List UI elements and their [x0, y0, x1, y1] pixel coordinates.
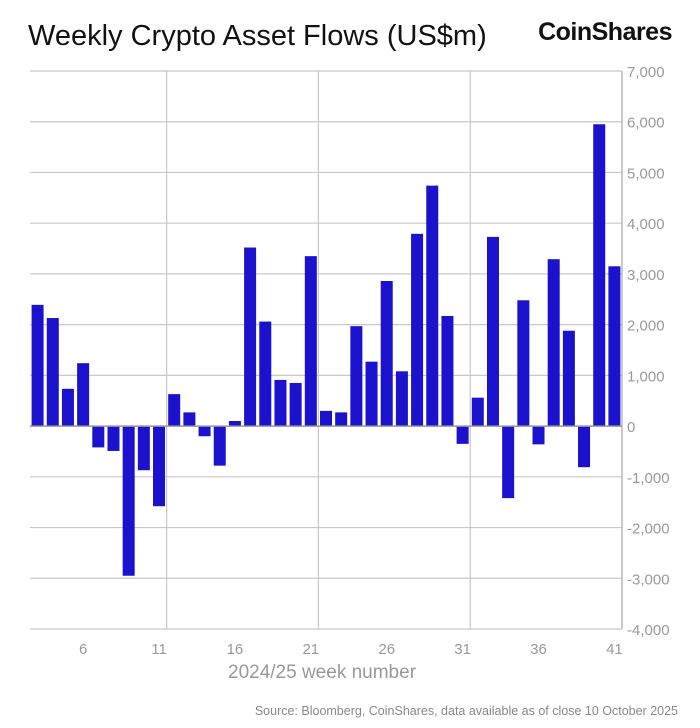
bar [350, 326, 363, 427]
y-tick-label: 2,000 [627, 318, 665, 335]
bar [92, 426, 105, 448]
bar [502, 426, 515, 499]
x-tick-label: 21 [302, 641, 319, 658]
x-tick-label: 16 [227, 641, 244, 658]
bar [289, 382, 302, 427]
bar [61, 388, 74, 427]
bar [244, 247, 257, 427]
bar [259, 321, 272, 427]
bar [547, 259, 560, 427]
bar [46, 318, 59, 427]
coinshares-logo: CoinShares [538, 18, 672, 46]
y-tick-label: 7,000 [627, 64, 665, 81]
bar [532, 426, 545, 445]
y-tick-label: 1,000 [627, 368, 665, 385]
bar [395, 371, 408, 427]
bar [456, 426, 469, 444]
y-tick-label: 0 [627, 419, 635, 436]
bar [31, 304, 44, 427]
bar [137, 426, 150, 471]
y-tick-label: -4,000 [627, 622, 670, 639]
y-tick-label: 5,000 [627, 165, 665, 182]
bar [304, 256, 317, 427]
bar [153, 426, 166, 507]
x-axis-label: 2024/25 week number [228, 662, 417, 683]
bar [486, 236, 499, 427]
x-tick-label: 36 [530, 641, 547, 658]
y-tick-label: -3,000 [627, 571, 670, 588]
bar [77, 363, 90, 427]
bar [228, 421, 241, 427]
y-tick-label: 6,000 [627, 115, 665, 132]
source-note: Source: Bloomberg, CoinShares, data avai… [254, 704, 678, 718]
x-tick-label: 11 [151, 641, 167, 658]
bar [107, 426, 120, 451]
x-tick-label: 6 [79, 641, 87, 658]
bar [335, 412, 348, 427]
bar [183, 412, 196, 427]
x-tick-label: 31 [454, 641, 471, 658]
bar [562, 330, 575, 427]
y-tick-label: -1,000 [627, 470, 670, 487]
bar [380, 281, 393, 427]
bar [578, 426, 591, 468]
bar [365, 361, 378, 427]
x-tick-label: 41 [606, 641, 623, 658]
bar [411, 233, 424, 427]
y-tick-label: 4,000 [627, 216, 665, 233]
bar [168, 394, 181, 427]
bar [426, 185, 439, 427]
bar [320, 410, 332, 427]
bar [517, 300, 530, 427]
bar [471, 397, 484, 427]
y-tick-label: 3,000 [627, 267, 665, 284]
chart-title: Weekly Crypto Asset Flows (US$m) [28, 20, 487, 52]
bar [274, 379, 287, 427]
x-tick-label: 26 [378, 641, 395, 658]
bar [441, 316, 454, 427]
bar [122, 426, 135, 576]
y-tick-label: -2,000 [627, 521, 670, 538]
bar [608, 266, 621, 427]
bar [213, 426, 226, 466]
bar [593, 124, 606, 427]
bar [198, 426, 211, 437]
